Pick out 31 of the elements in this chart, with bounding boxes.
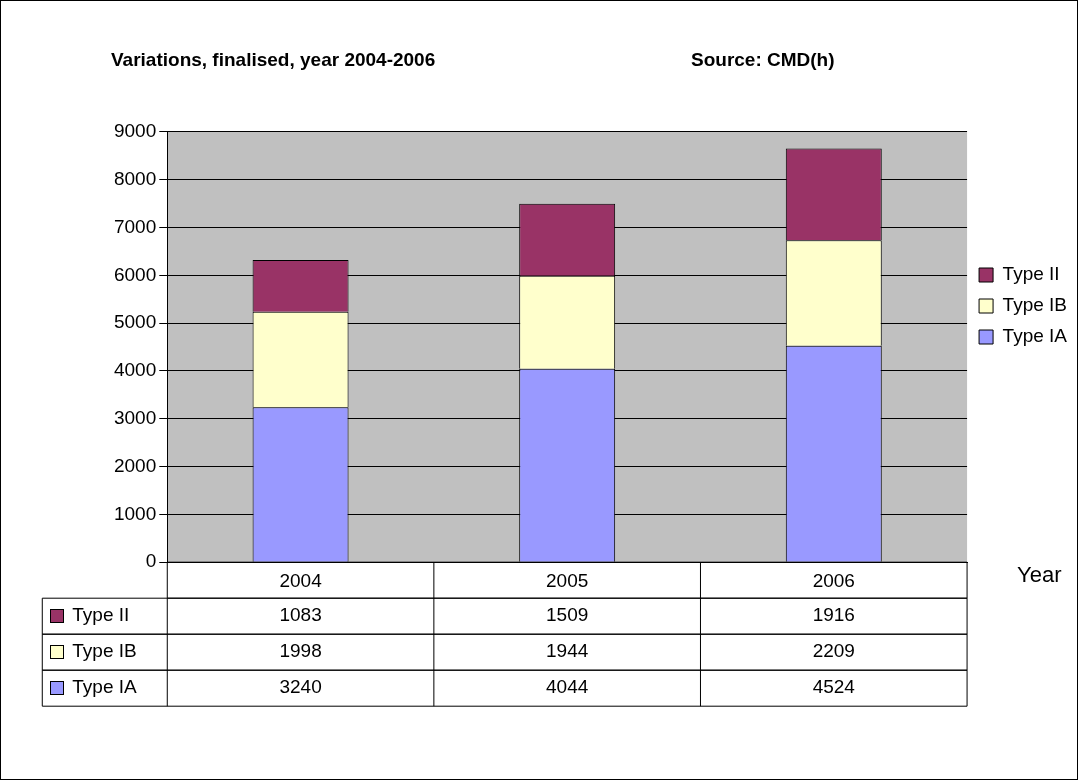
y-tick-label: 6000 — [113, 263, 157, 285]
chart-title: Variations, finalised, year 2004-2006 — [111, 48, 436, 70]
y-tick-label: 4000 — [113, 359, 157, 381]
x-axis-title: Year — [1017, 562, 1062, 588]
x-tick-label: 2005 — [546, 569, 589, 591]
source-note: Source: CMD(h) — [691, 49, 835, 71]
data-label: 4044 — [546, 676, 589, 698]
y-tick-label: 7000 — [113, 215, 157, 237]
y-tick-label: 3000 — [113, 406, 157, 428]
legend-label: Type IA — [1002, 325, 1068, 347]
y-tick-label: 5000 — [113, 311, 157, 333]
data-label: 4524 — [812, 676, 856, 698]
data-label: 3240 — [279, 676, 322, 698]
data-label: 1944 — [546, 640, 589, 662]
data-label: 1083 — [279, 604, 322, 626]
data-label: 1998 — [279, 640, 322, 662]
y-tick-label: 0 — [145, 550, 157, 572]
legend-label: Type II — [1002, 263, 1060, 285]
y-tick-label: 9000 — [113, 120, 157, 142]
data-label: 2209 — [812, 640, 855, 662]
y-tick-label: 2000 — [113, 454, 157, 476]
data-label: 1509 — [546, 604, 589, 626]
legend-label: Type IB — [1002, 294, 1067, 316]
x-tick-label: 2006 — [812, 569, 855, 591]
text: Type IB — [72, 640, 137, 662]
y-tick-label: 1000 — [113, 502, 157, 524]
y-tick-label: 8000 — [113, 167, 157, 189]
data-label: 1916 — [812, 604, 855, 626]
text: Type II — [72, 604, 130, 626]
text: Type IA — [72, 676, 137, 698]
x-tick-label: 2004 — [279, 569, 323, 591]
